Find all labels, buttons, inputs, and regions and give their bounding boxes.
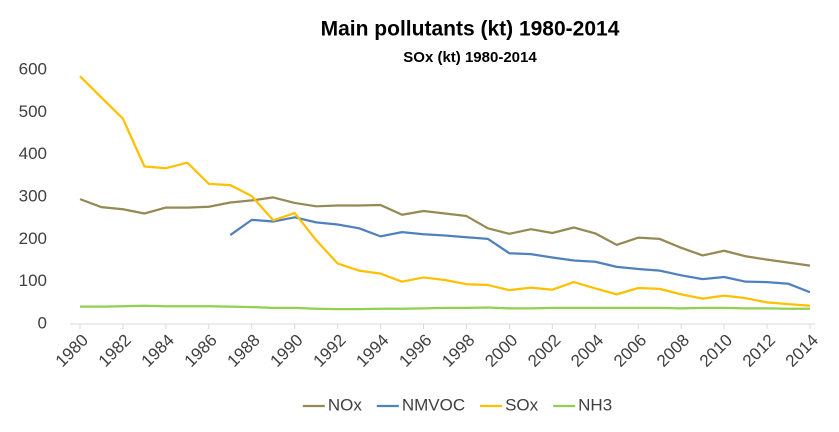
y-tick-label: 300	[19, 186, 47, 205]
y-tick-label: 400	[19, 144, 47, 163]
y-tick-label: 100	[19, 271, 47, 290]
line-series	[79, 75, 811, 307]
x-tick-label: 1984	[138, 331, 178, 371]
x-tick-label: 2004	[567, 331, 607, 371]
x-tick-label: 2012	[739, 331, 779, 371]
x-tick-label: 2010	[696, 331, 736, 371]
x-tick-label: 1986	[181, 331, 221, 371]
legend-label: NMVOC	[402, 395, 465, 414]
y-tick-label: 200	[19, 229, 47, 248]
x-tick-label: 2014	[782, 331, 822, 371]
x-tick-label: 2008	[653, 331, 693, 371]
legend-label: SOx	[505, 395, 539, 414]
legend-label: NH3	[578, 395, 612, 414]
line-series	[80, 304, 810, 311]
line-series	[229, 216, 811, 294]
x-tick-label: 2002	[524, 331, 564, 371]
x-tick-label: 1988	[224, 331, 264, 371]
x-tick-label: 1998	[438, 331, 478, 371]
y-tick-label: 500	[19, 102, 47, 121]
line-series	[79, 196, 811, 267]
x-tick-label: 1992	[309, 331, 349, 371]
x-tick-label: 1994	[352, 331, 392, 371]
y-tick-label: 0	[38, 313, 47, 332]
legend-label: NOx	[328, 395, 363, 414]
y-tick-label: 600	[19, 59, 47, 78]
chart-title: Main pollutants (kt) 1980-2014	[321, 18, 620, 41]
chart-subtitle: SOx (kt) 1980-2014	[403, 49, 537, 66]
x-tick-label: 1982	[95, 331, 135, 371]
x-tick-label: 1990	[267, 331, 307, 371]
x-tick-label: 1980	[52, 331, 92, 371]
x-tick-label: 1996	[395, 331, 435, 371]
x-tick-label: 2006	[610, 331, 650, 371]
x-tick-label: 2000	[481, 331, 521, 371]
